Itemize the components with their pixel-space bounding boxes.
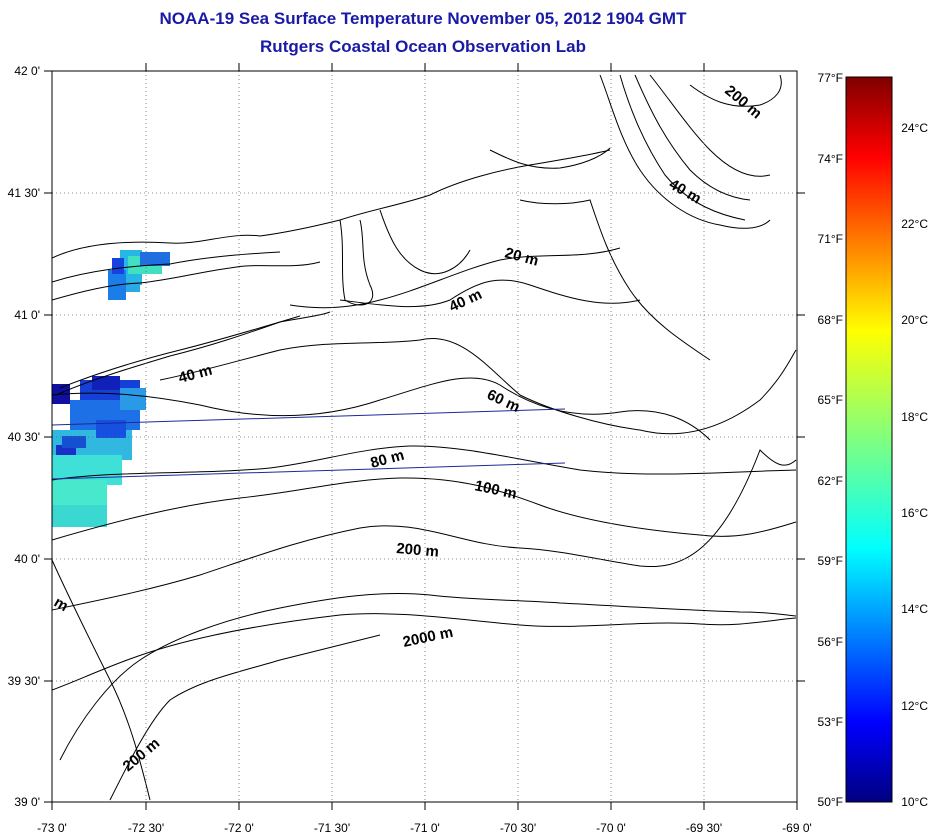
sst-data-patches bbox=[52, 250, 170, 527]
contour-label: 200 m bbox=[721, 82, 765, 122]
longitude-labels: -73 0' -72 30' -72 0' -71 30' -71 0' -70… bbox=[37, 821, 812, 835]
colorbar-fahrenheit-labels: 77°F 74°F 71°F 68°F 65°F 62°F 59°F 56°F … bbox=[818, 71, 843, 809]
c-label: 20°C bbox=[901, 313, 928, 327]
lat-label: 39 30' bbox=[8, 674, 40, 688]
colorbar: 77°F 74°F 71°F 68°F 65°F 62°F 59°F 56°F … bbox=[818, 71, 929, 809]
map-title: NOAA-19 Sea Surface Temperature November… bbox=[159, 9, 687, 28]
c-label: 24°C bbox=[901, 121, 928, 135]
c-label: 10°C bbox=[901, 795, 928, 809]
lon-label: -72 0' bbox=[224, 821, 254, 835]
f-label: 71°F bbox=[818, 232, 843, 246]
contour-label: 20 m bbox=[503, 244, 540, 269]
lat-label: 40 0' bbox=[14, 552, 40, 566]
lon-label: -72 30' bbox=[128, 821, 164, 835]
f-label: 65°F bbox=[818, 393, 843, 407]
f-label: 68°F bbox=[818, 313, 843, 327]
f-label: 62°F bbox=[818, 474, 843, 488]
lat-label: 41 30' bbox=[8, 186, 40, 200]
lat-label: 40 30' bbox=[8, 430, 40, 444]
lon-label: -73 0' bbox=[37, 821, 67, 835]
lon-label: -71 30' bbox=[314, 821, 350, 835]
f-label: 74°F bbox=[818, 152, 843, 166]
contour-label: 200 m bbox=[396, 540, 440, 561]
track-lines bbox=[51, 408, 566, 480]
c-label: 22°C bbox=[901, 217, 928, 231]
f-label: 59°F bbox=[818, 554, 843, 568]
c-label: 18°C bbox=[901, 410, 928, 424]
bathymetry-contours bbox=[52, 74, 797, 801]
f-label: 50°F bbox=[818, 795, 843, 809]
lat-label: 41 0' bbox=[14, 308, 40, 322]
lon-label: -69 0' bbox=[782, 821, 812, 835]
graticule bbox=[52, 71, 797, 802]
contour-labels: 200 m 40 m 20 m 40 m 40 m 60 m 80 m 100 … bbox=[51, 82, 765, 775]
map-subtitle: Rutgers Coastal Ocean Observation Lab bbox=[260, 37, 586, 56]
contour-label: 2000 m bbox=[401, 624, 454, 651]
lat-label: 42 0' bbox=[14, 64, 40, 78]
lon-label: -69 30' bbox=[686, 821, 722, 835]
latitude-labels: 42 0' 41 30' 41 0' 40 30' 40 0' 39 30' 3… bbox=[8, 64, 40, 809]
axis-ticks bbox=[44, 63, 805, 810]
contour-label: m bbox=[51, 594, 71, 615]
contour-label: 40 m bbox=[177, 362, 214, 387]
lon-label: -71 0' bbox=[410, 821, 440, 835]
map-frame bbox=[51, 70, 798, 803]
lon-label: -70 30' bbox=[500, 821, 536, 835]
f-label: 77°F bbox=[818, 71, 843, 85]
colorbar-celsius-labels: 24°C 22°C 20°C 18°C 16°C 14°C 12°C 10°C bbox=[901, 121, 928, 809]
lon-label: -70 0' bbox=[596, 821, 626, 835]
colorbar-gradient bbox=[845, 76, 893, 803]
f-label: 56°F bbox=[818, 635, 843, 649]
c-label: 14°C bbox=[901, 602, 928, 616]
c-label: 16°C bbox=[901, 506, 928, 520]
contour-label: 100 m bbox=[473, 477, 518, 502]
c-label: 12°C bbox=[901, 699, 928, 713]
f-label: 53°F bbox=[818, 715, 843, 729]
contour-label: 40 m bbox=[447, 286, 485, 316]
lat-label: 39 0' bbox=[14, 795, 40, 809]
